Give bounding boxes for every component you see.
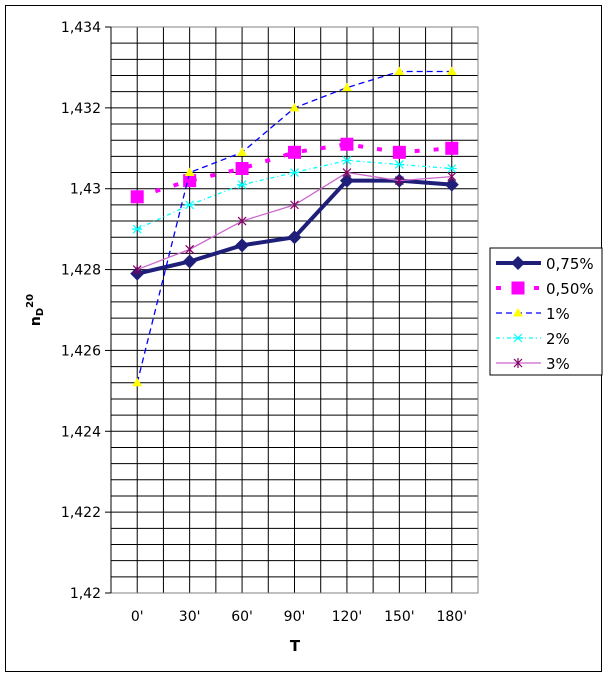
square-marker	[340, 137, 354, 151]
square-marker	[511, 281, 525, 295]
x-marker	[132, 224, 143, 234]
y-tick-label: 1,426	[61, 343, 101, 359]
x-tick-label: 30'	[179, 609, 201, 625]
x-tick-label: 120'	[332, 609, 363, 625]
y-tick-label: 1,43	[70, 182, 101, 198]
triangle-marker	[289, 102, 300, 112]
star-marker	[394, 175, 404, 186]
diamond-marker	[444, 177, 459, 192]
triangle-marker	[184, 167, 195, 177]
legend-item: 1%	[496, 305, 570, 323]
legend-label: 0,75%	[546, 255, 594, 273]
triangle-marker	[237, 147, 248, 156]
triangle-marker	[341, 82, 352, 92]
diamond-marker	[287, 230, 302, 245]
legend-label: 1%	[546, 305, 570, 323]
star-marker	[237, 216, 247, 227]
x-tick-label: 0'	[131, 609, 144, 625]
y-tick-label: 1,422	[61, 505, 101, 521]
legend-item: 3%	[496, 355, 570, 373]
star-marker	[290, 199, 299, 210]
x-tick-label: 90'	[284, 609, 306, 625]
x-axis-label: T	[290, 637, 301, 655]
grid	[110, 26, 479, 594]
x-marker	[184, 200, 195, 210]
y-axis-label-main: n	[28, 316, 44, 326]
x-marker	[341, 155, 352, 165]
y-axis-label-sup: 20	[25, 294, 36, 308]
square-marker	[130, 190, 144, 204]
diamond-marker	[182, 254, 197, 269]
star-marker	[447, 171, 457, 182]
legend-item: 0,50%	[496, 280, 594, 298]
y-axis-label-sub: D	[35, 308, 46, 316]
y-axis-label: nD20	[25, 294, 46, 326]
y-tick-label: 1,428	[61, 263, 101, 279]
series-3%	[132, 167, 457, 275]
square-marker	[235, 162, 249, 175]
axes: 1,42 1,422 1,424 1,426 1,428 1,43 1,432 1,434 0'…	[61, 20, 479, 625]
legend-item: 0,75%	[496, 255, 594, 273]
x-tick-label: 150'	[384, 609, 415, 625]
square-marker	[183, 174, 197, 188]
legend: 0,75% 0,50% 1% 2% 3%	[489, 247, 603, 376]
series-1%	[132, 66, 457, 387]
series-layer	[130, 66, 459, 387]
star-marker	[342, 167, 352, 178]
legend-box	[489, 247, 603, 376]
star-marker	[185, 244, 195, 255]
y-tick-label: 1,434	[61, 20, 101, 36]
x-marker	[237, 180, 248, 190]
legend-label: 0,50%	[546, 280, 594, 298]
square-marker	[288, 145, 301, 159]
series-0,50%	[130, 137, 459, 204]
diamond-marker	[339, 173, 354, 188]
x-marker	[394, 160, 405, 169]
triangle-marker	[513, 308, 523, 317]
diamond-marker	[235, 238, 250, 253]
square-marker	[392, 145, 406, 159]
legend-label: 3%	[546, 355, 570, 373]
x-tick-label: 180'	[436, 609, 467, 625]
x-tick-label: 60'	[231, 609, 253, 625]
star-marker	[513, 358, 523, 368]
star-marker	[132, 264, 142, 275]
y-tick-label: 1,42	[70, 586, 101, 602]
triangle-marker	[394, 66, 405, 75]
series-2%	[132, 155, 457, 234]
y-tick-label: 1,432	[61, 101, 101, 117]
legend-label: 2%	[546, 330, 570, 348]
x-marker	[289, 168, 300, 177]
y-tick-label: 1,424	[61, 424, 101, 440]
triangle-marker	[132, 377, 143, 387]
x-marker	[446, 164, 457, 173]
legend-item: 2%	[496, 330, 570, 348]
diamond-marker	[511, 256, 525, 270]
triangle-marker	[446, 66, 457, 75]
x-marker	[513, 333, 523, 343]
square-marker	[445, 141, 459, 155]
svg-text:nD20: nD20	[25, 294, 46, 326]
